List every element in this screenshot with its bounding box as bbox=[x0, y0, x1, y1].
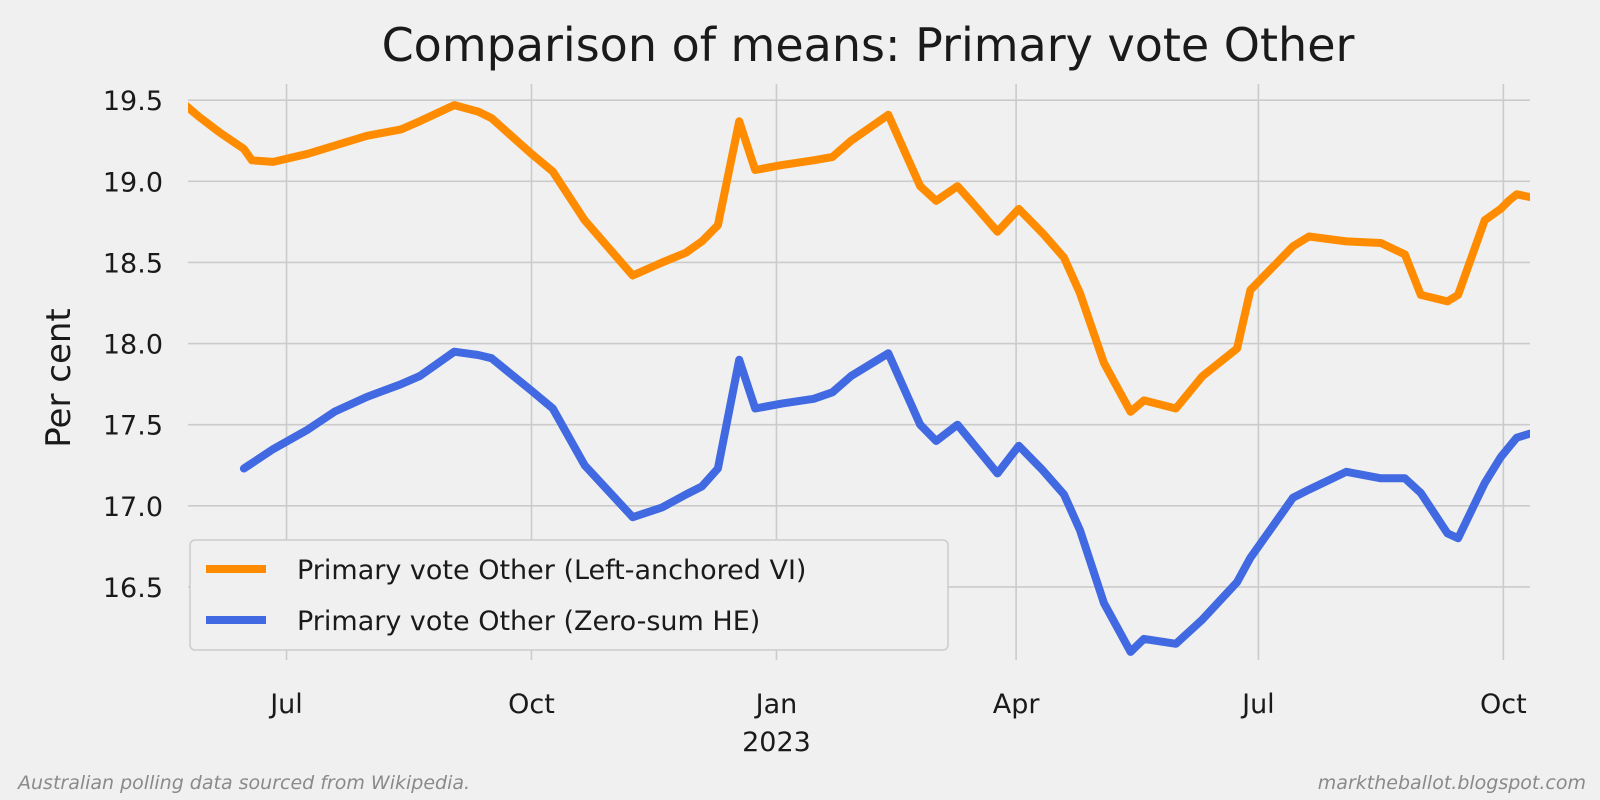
site-credit: marktheballot.blogspot.com bbox=[1317, 772, 1586, 794]
legend-label-1: Primary vote Other (Left-anchored VI) bbox=[297, 555, 806, 586]
x-tick-label: Apr bbox=[993, 689, 1041, 720]
legend: Primary vote Other (Left-anchored VI) Pri… bbox=[189, 539, 949, 651]
grid-lines bbox=[188, 84, 1530, 660]
series-lines bbox=[188, 101, 1530, 656]
x-tick-label: Oct bbox=[508, 689, 555, 720]
y-tick-label: 17.0 bbox=[103, 492, 163, 523]
chart-title: Comparison of means: Primary vote Other bbox=[382, 18, 1355, 72]
x-tick-label: Jan bbox=[754, 689, 798, 720]
y-tick-label: 19.5 bbox=[103, 86, 163, 117]
y-tick-label: 17.5 bbox=[103, 411, 163, 442]
y-tick-label: 18.0 bbox=[103, 330, 163, 361]
y-tick-label: 19.0 bbox=[103, 167, 163, 198]
x-tick-label: Jul bbox=[268, 689, 303, 720]
source-note: Australian polling data sourced from Wik… bbox=[18, 772, 471, 794]
y-tick-label: 16.5 bbox=[103, 573, 163, 604]
series-line-1 bbox=[188, 101, 1530, 416]
x-tick-label: Oct bbox=[1480, 689, 1527, 720]
series-line-2 bbox=[239, 347, 1530, 656]
x-tick-label: Jul bbox=[1240, 689, 1275, 720]
legend-box bbox=[189, 539, 949, 651]
axis-labels: 16.5 17.0 17.5 18.0 18.5 19.0 19.5 Jul Oct Jan 202… bbox=[103, 86, 1527, 758]
y-axis-label: Per cent bbox=[39, 308, 79, 448]
y-tick-label: 18.5 bbox=[103, 248, 163, 279]
legend-label-2: Primary vote Other (Zero-sum HE) bbox=[297, 606, 760, 637]
x-tick-sublabel: 2023 bbox=[742, 727, 811, 758]
